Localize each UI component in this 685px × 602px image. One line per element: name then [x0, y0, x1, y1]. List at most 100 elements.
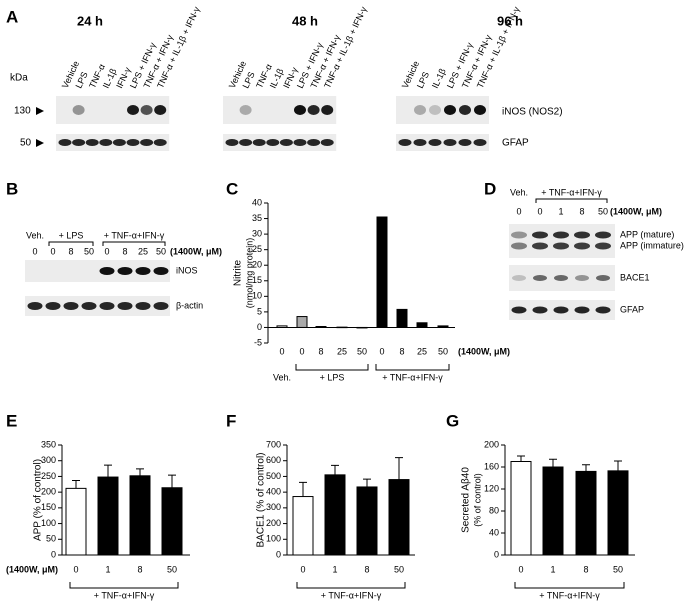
marker-arrow: [36, 107, 44, 115]
dose-label: (1400W, μM): [170, 246, 222, 256]
y-tick-label: 700: [266, 439, 281, 449]
band: [511, 306, 527, 314]
band: [58, 139, 72, 146]
bracket: [48, 241, 94, 246]
timepoint-title: 96 h: [497, 13, 523, 28]
y-axis-title: BACE1 (% of control): [256, 452, 267, 547]
row-label: GFAP: [620, 304, 644, 314]
y-tick-label: 500: [266, 471, 281, 481]
y-tick-label: 15: [252, 275, 262, 285]
y-tick-label: 350: [41, 439, 56, 449]
panel-letter: B: [6, 179, 18, 198]
x-tick-label: 50: [167, 564, 177, 574]
error-bar: [517, 455, 525, 462]
band: [99, 302, 115, 310]
bar: [388, 479, 410, 556]
y-tick-label: 0: [257, 322, 262, 332]
y-tick-label: 0: [51, 549, 56, 559]
panel-letter: A: [6, 7, 18, 26]
band: [458, 139, 472, 146]
band: [294, 105, 306, 115]
marker-arrow: [36, 139, 44, 147]
row-label: β-actin: [176, 300, 203, 310]
bar: [315, 326, 327, 328]
y-tick-label: 300: [41, 455, 56, 465]
band: [153, 302, 169, 310]
group-label: + LPS: [320, 372, 345, 382]
band: [443, 139, 457, 146]
band: [574, 231, 590, 239]
row-label: APP (immature): [620, 240, 684, 250]
lane-label: 50: [84, 246, 94, 256]
band: [512, 275, 526, 281]
band: [459, 105, 471, 115]
band: [574, 242, 590, 250]
band: [444, 105, 456, 115]
y-tick-label: 0: [276, 549, 281, 559]
band: [63, 302, 79, 310]
x-tick-label: 50: [394, 564, 404, 574]
x-tick-label: 1: [550, 564, 555, 574]
bar: [336, 326, 348, 329]
bar: [292, 496, 314, 556]
band: [320, 139, 334, 146]
x-tick-label: 0: [73, 564, 78, 574]
band: [553, 242, 569, 250]
x-tick-label: 1: [105, 564, 110, 574]
x-tick-label: 0: [279, 346, 284, 356]
band: [279, 139, 293, 146]
band: [532, 306, 548, 314]
x-tick-label: 50: [613, 564, 623, 574]
y-tick-label: 400: [266, 487, 281, 497]
error-bar: [72, 480, 80, 489]
y-tick-label: 80: [489, 505, 499, 515]
lane-label: 0: [516, 206, 521, 216]
bar: [416, 322, 428, 328]
band: [307, 105, 320, 115]
band: [135, 302, 151, 310]
band: [511, 231, 527, 239]
bar: [376, 216, 388, 328]
x-tick-label: 8: [318, 346, 323, 356]
bracket: [375, 364, 450, 371]
bar: [296, 316, 308, 328]
error-bar: [614, 460, 622, 471]
lane-label: 1: [558, 206, 563, 216]
lane-label: 8: [68, 246, 73, 256]
y-tick-label: 300: [266, 502, 281, 512]
bar: [356, 326, 368, 329]
bar: [65, 487, 87, 556]
bar: [356, 486, 378, 556]
y-tick-label: 35: [252, 213, 262, 223]
panel-letter: G: [446, 411, 459, 430]
y-axis-title: APP (% of control): [33, 459, 44, 541]
y-tick-label: 100: [266, 534, 281, 544]
y-tick-label: 25: [252, 244, 262, 254]
error-bar: [363, 478, 371, 487]
band: [127, 105, 139, 115]
band: [532, 242, 548, 250]
band: [126, 139, 140, 146]
blot: [223, 134, 337, 151]
band: [99, 139, 113, 146]
x-tick-label: 1: [332, 564, 337, 574]
error-bar: [331, 464, 339, 475]
blot: [25, 260, 170, 282]
error-bar: [168, 474, 176, 488]
lane-label: 0: [537, 206, 542, 216]
lane-label: 25: [138, 246, 148, 256]
band: [154, 105, 167, 115]
error-bar: [395, 457, 403, 480]
y-tick-label: 20: [252, 260, 262, 270]
marker-label: 130: [14, 106, 31, 117]
bar: [607, 470, 629, 556]
y-tick-label: 50: [46, 534, 56, 544]
x-tick-label: 25: [417, 346, 427, 356]
blot: [56, 134, 170, 151]
band: [532, 231, 548, 239]
band: [574, 306, 590, 314]
y-tick-label: 40: [252, 197, 262, 207]
band: [307, 139, 321, 146]
bar: [324, 474, 346, 556]
